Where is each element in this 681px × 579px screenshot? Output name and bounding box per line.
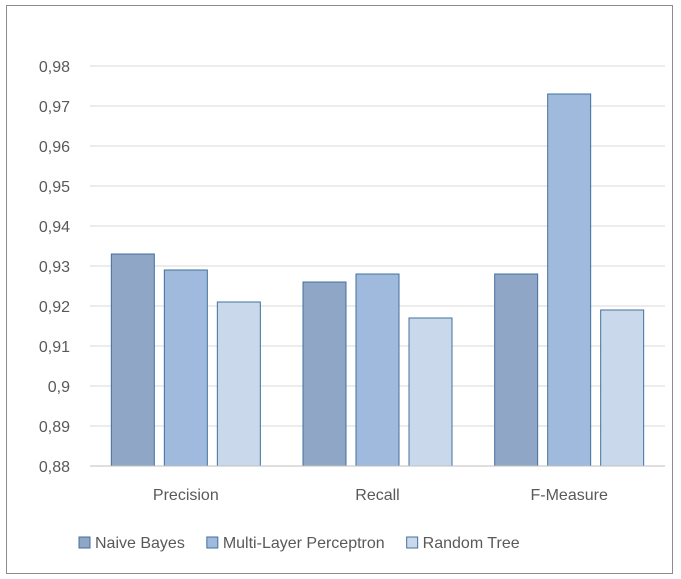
y-tick-label: 0,98 bbox=[39, 59, 70, 76]
bar-multi-layer-perceptron-f-measure bbox=[547, 93, 592, 467]
y-tick-label: 0,95 bbox=[39, 179, 70, 196]
bar-random-tree-precision bbox=[216, 301, 261, 467]
legend-label: Multi-Layer Perceptron bbox=[223, 535, 385, 552]
x-axis-categories: Precision Recall F-Measure bbox=[153, 487, 608, 504]
y-tick-label: 0,9 bbox=[48, 379, 70, 396]
y-tick-label: 0,91 bbox=[39, 339, 70, 356]
legend-label: Random Tree bbox=[423, 535, 520, 552]
legend-swatch bbox=[406, 536, 419, 549]
bar-naive-bayes-f-measure bbox=[494, 273, 539, 467]
bar-naive-bayes-precision bbox=[110, 253, 155, 467]
y-tick-label: 0,97 bbox=[39, 99, 70, 116]
y-axis-ticks: 0,88 0,89 0,9 0,91 0,92 0,93 0,94 0,95 0,96 0,97 0… bbox=[39, 59, 70, 476]
legend: Naive Bayes Multi-Layer Perceptron Random … bbox=[78, 535, 520, 552]
x-category-label: Precision bbox=[153, 487, 219, 504]
x-category-label: F-Measure bbox=[530, 487, 607, 504]
bars bbox=[110, 93, 645, 467]
x-category-label: Recall bbox=[355, 487, 399, 504]
bar-multi-layer-perceptron-recall bbox=[355, 273, 400, 467]
y-tick-label: 0,92 bbox=[39, 299, 70, 316]
y-tick-label: 0,94 bbox=[39, 219, 70, 236]
legend-label: Naive Bayes bbox=[95, 535, 185, 552]
y-tick-label: 0,88 bbox=[39, 459, 70, 476]
bar-random-tree-recall bbox=[408, 317, 453, 467]
legend-swatch bbox=[78, 536, 91, 549]
bar-multi-layer-perceptron-precision bbox=[163, 269, 208, 467]
bar-naive-bayes-recall bbox=[302, 281, 347, 467]
bar-random-tree-f-measure bbox=[600, 309, 645, 467]
y-tick-label: 0,96 bbox=[39, 139, 70, 156]
legend-swatch bbox=[206, 536, 219, 549]
y-tick-label: 0,93 bbox=[39, 259, 70, 276]
y-tick-label: 0,89 bbox=[39, 419, 70, 436]
